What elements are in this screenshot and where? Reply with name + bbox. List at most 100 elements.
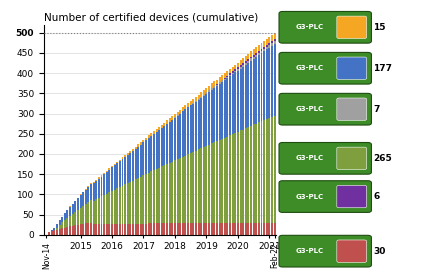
Bar xyxy=(90,184,92,200)
Bar xyxy=(119,160,121,161)
Bar xyxy=(203,94,205,95)
Bar xyxy=(137,224,139,235)
Bar xyxy=(213,87,215,88)
Bar xyxy=(271,46,273,117)
Bar xyxy=(182,108,184,111)
Bar xyxy=(179,114,181,158)
Bar xyxy=(200,148,202,223)
Bar xyxy=(145,140,147,174)
Bar xyxy=(174,117,176,118)
Bar xyxy=(224,223,226,235)
Bar xyxy=(250,61,252,126)
Bar xyxy=(253,223,254,235)
Bar xyxy=(67,218,68,227)
Bar xyxy=(221,82,223,139)
Bar xyxy=(161,224,163,235)
Bar xyxy=(153,131,155,134)
Bar xyxy=(205,146,208,223)
Bar xyxy=(111,224,113,235)
Bar xyxy=(98,224,100,235)
Text: G3-PLC: G3-PLC xyxy=(296,106,324,112)
Bar xyxy=(88,186,89,187)
Bar xyxy=(195,101,197,102)
Bar xyxy=(216,223,218,235)
Bar xyxy=(132,181,134,224)
Bar xyxy=(148,138,150,173)
Bar xyxy=(69,207,71,216)
Bar xyxy=(98,179,100,198)
Bar xyxy=(166,120,168,124)
Bar xyxy=(253,59,254,124)
Bar xyxy=(155,129,158,132)
Bar xyxy=(242,67,244,130)
Bar xyxy=(216,85,218,86)
Bar xyxy=(234,223,236,235)
Bar xyxy=(226,77,228,78)
Bar xyxy=(219,140,220,223)
Bar xyxy=(219,223,220,235)
Bar xyxy=(155,224,158,235)
Bar xyxy=(56,224,58,227)
Bar xyxy=(169,121,171,163)
Bar xyxy=(245,223,247,235)
Bar xyxy=(205,93,208,94)
Bar xyxy=(224,80,226,138)
Bar xyxy=(174,161,176,224)
Bar xyxy=(179,158,181,224)
Bar xyxy=(158,130,160,168)
Bar xyxy=(268,223,270,235)
Bar xyxy=(274,223,276,235)
Bar xyxy=(261,223,262,235)
Bar xyxy=(113,164,116,165)
Bar xyxy=(242,58,244,63)
Bar xyxy=(53,228,55,230)
Bar xyxy=(229,73,231,75)
Bar xyxy=(211,143,213,223)
Bar xyxy=(134,147,137,149)
Bar xyxy=(129,151,131,153)
Bar xyxy=(271,41,273,43)
Bar xyxy=(247,61,249,63)
Bar xyxy=(242,63,244,65)
Bar xyxy=(208,223,210,235)
Bar xyxy=(190,224,192,235)
Bar xyxy=(274,115,276,223)
Bar xyxy=(187,103,189,107)
Bar xyxy=(101,196,102,224)
Bar xyxy=(242,130,244,223)
Bar xyxy=(132,224,134,235)
Bar xyxy=(150,224,152,235)
Bar xyxy=(182,157,184,224)
Bar xyxy=(250,57,252,58)
Bar xyxy=(268,118,270,223)
Bar xyxy=(195,151,197,224)
Bar xyxy=(198,99,200,100)
Bar xyxy=(247,223,249,235)
Bar xyxy=(74,201,76,212)
Bar xyxy=(205,223,208,235)
Bar xyxy=(93,183,95,201)
Bar xyxy=(250,223,252,235)
Bar xyxy=(211,83,213,88)
Bar xyxy=(221,223,223,235)
Bar xyxy=(253,57,254,59)
Bar xyxy=(266,39,268,45)
Bar xyxy=(226,78,228,136)
Bar xyxy=(247,54,249,59)
Bar xyxy=(179,224,181,235)
Bar xyxy=(219,77,220,82)
Bar xyxy=(166,164,168,224)
Bar xyxy=(211,88,213,90)
Bar xyxy=(127,155,129,183)
Bar xyxy=(67,227,68,235)
Bar xyxy=(98,198,100,224)
Bar xyxy=(48,232,50,235)
Bar xyxy=(142,140,145,142)
Bar xyxy=(166,224,168,235)
Bar xyxy=(103,224,105,235)
Bar xyxy=(103,173,105,174)
Bar xyxy=(148,224,150,235)
Bar xyxy=(253,49,254,55)
Bar xyxy=(274,41,276,44)
Bar xyxy=(145,138,147,140)
